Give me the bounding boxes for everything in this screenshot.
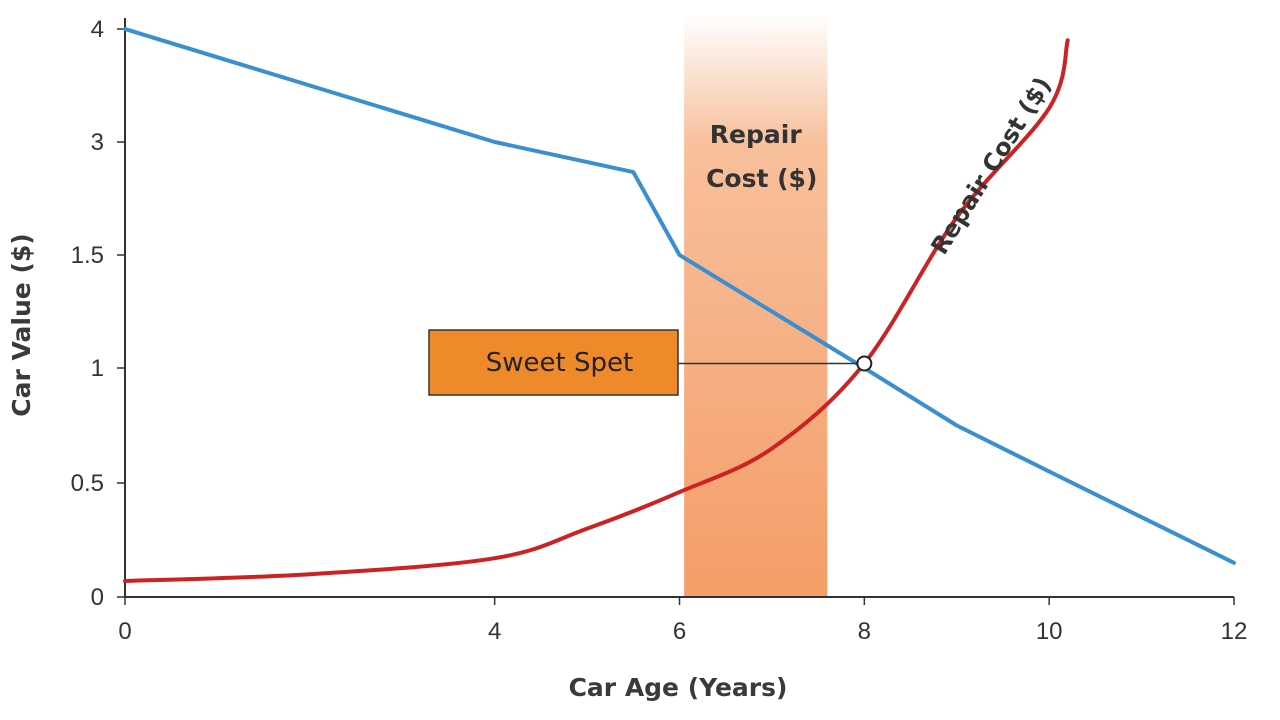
- annotation-box: [428, 329, 679, 396]
- highlight-band: [684, 15, 828, 597]
- y-tick-label: 0.5: [71, 470, 104, 497]
- y-tick-label: 1.5: [71, 242, 104, 269]
- y-axis-ticks: 0 0.5 1 1.5 3 4: [71, 16, 125, 611]
- series-label-repair-cost: Repair Cost ($): [925, 72, 1057, 259]
- x-tick-label: 8: [858, 618, 871, 645]
- x-tick-label: 12: [1221, 618, 1248, 645]
- series-line-repair-cost: [123, 38, 1070, 583]
- y-tick-label: 0: [91, 584, 104, 611]
- x-axis-ticks: 0 4 6 8 10 12: [118, 597, 1247, 645]
- y-tick-label: 4: [91, 16, 104, 43]
- x-tick-label: 0: [118, 618, 131, 645]
- x-tick-label: 10: [1036, 618, 1063, 645]
- annotation-text: Sweet Spet: [486, 348, 633, 378]
- y-tick-label: 1: [91, 355, 104, 382]
- x-axis-title: Car Age (Years): [569, 673, 788, 702]
- x-tick-label: 6: [673, 618, 686, 645]
- x-tick-label: 4: [488, 618, 501, 645]
- band-label-line1: Repair: [710, 120, 803, 149]
- series-line-car-value: [123, 27, 1236, 565]
- band-label-line2: Cost ($): [706, 164, 817, 193]
- y-tick-label: 3: [91, 129, 104, 156]
- intersection-point: [856, 355, 873, 372]
- y-axis-title: Car Value ($): [7, 233, 36, 416]
- axes: [124, 18, 1234, 598]
